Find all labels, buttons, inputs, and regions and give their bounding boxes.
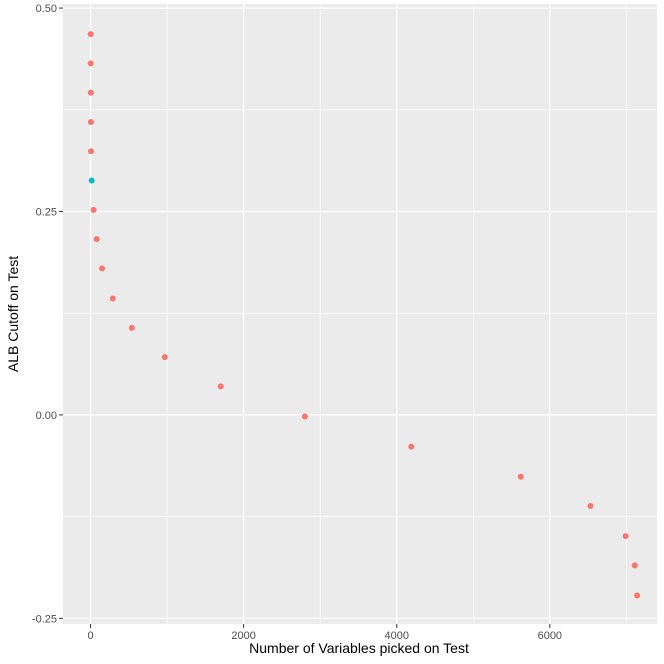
- data-point: [87, 60, 94, 67]
- x-tick-label: 2000: [231, 630, 255, 642]
- x-axis: 0 2000 4000 6000: [87, 624, 562, 642]
- x-tick-label: 0: [87, 630, 93, 642]
- data-point: [90, 206, 97, 213]
- data-point: [87, 31, 94, 38]
- y-tick-label: 0.50: [36, 3, 57, 15]
- data-point: [88, 148, 95, 155]
- data-point: [93, 236, 100, 243]
- highlighted-data-point: [88, 177, 95, 184]
- data-point: [587, 503, 594, 510]
- y-tick-label: -0.25: [32, 613, 57, 625]
- major-grid: [63, 4, 657, 624]
- y-axis-title: ALB Cutoff on Test: [5, 256, 21, 372]
- y-tick-label: 0.25: [36, 206, 57, 218]
- plot-panel: [63, 4, 657, 624]
- data-point: [161, 354, 168, 361]
- x-axis-title: Number of Variables picked on Test: [249, 640, 469, 656]
- data-point: [301, 413, 308, 420]
- data-point: [631, 562, 638, 569]
- data-point: [217, 383, 224, 390]
- data-point: [408, 443, 415, 450]
- data-point: [128, 324, 135, 331]
- minor-grid: [63, 4, 657, 624]
- y-axis: -0.25 0.00 0.25 0.50: [32, 3, 63, 625]
- data-point: [634, 592, 641, 599]
- y-tick-label: 0.00: [36, 410, 57, 422]
- data-point: [99, 265, 106, 272]
- data-point: [622, 533, 629, 540]
- data-points: [87, 31, 641, 599]
- data-point: [87, 89, 94, 96]
- data-point: [109, 295, 116, 302]
- data-point: [517, 473, 524, 480]
- x-tick-label: 4000: [385, 630, 409, 642]
- data-point: [87, 118, 94, 125]
- x-tick-label: 6000: [538, 630, 562, 642]
